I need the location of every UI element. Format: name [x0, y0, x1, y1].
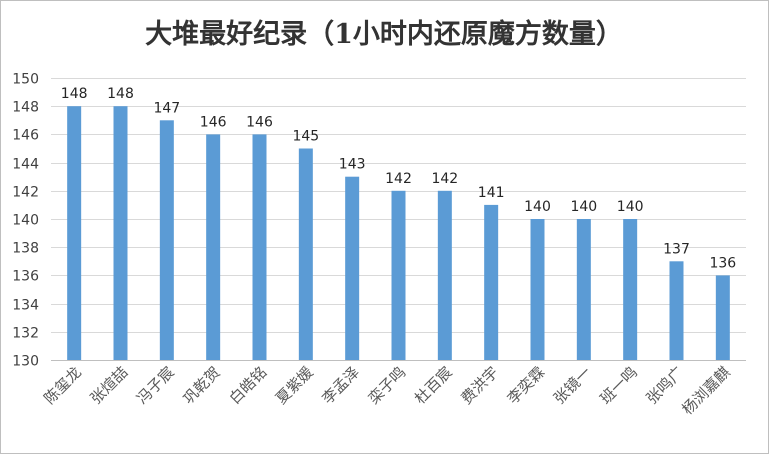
category-label: 李孟泽 [318, 363, 363, 408]
data-label: 145 [292, 129, 319, 145]
data-label: 148 [107, 86, 134, 102]
bar [252, 134, 267, 360]
bar [391, 190, 406, 360]
category-label: 陈玺龙 [40, 363, 85, 408]
data-label: 140 [570, 199, 597, 215]
bar [67, 106, 82, 360]
y-tick-label: 130 [12, 354, 39, 370]
data-label: 148 [61, 86, 88, 102]
category-label: 夏紫媛 [272, 363, 317, 408]
y-tick-label: 140 [12, 213, 39, 229]
y-tick-label: 142 [12, 185, 39, 201]
data-label: 147 [153, 100, 180, 116]
category-label: 杨浏嘉麒 [678, 363, 733, 418]
bar [345, 176, 360, 360]
category-label: 巩乾贺 [179, 363, 224, 408]
data-labels: 148 148 147 146 146 145 143 142 142 141 140 140 140 1… [61, 86, 736, 271]
data-label: 146 [200, 114, 227, 130]
data-label: 142 [385, 171, 412, 187]
category-label: 张鸣广 [643, 363, 688, 408]
bar [113, 106, 128, 360]
y-tick-label: 150 [12, 72, 39, 88]
bar [530, 219, 545, 360]
data-label: 137 [663, 241, 690, 257]
data-label: 143 [339, 157, 366, 173]
y-tick-label: 138 [12, 241, 39, 257]
y-tick-label: 146 [12, 128, 39, 144]
category-label: 张煊喆 [87, 363, 132, 408]
y-tick-label: 148 [12, 100, 39, 116]
category-labels: 陈玺龙 张煊喆 冯子宸 巩乾贺 白皓铭 夏紫媛 李孟泽 栾子鸣 杜百宸 费洪宇 李奕霖 张镜一 班一鸣张… [40, 363, 733, 418]
category-label: 白皓铭 [226, 363, 271, 408]
data-label: 136 [709, 255, 736, 271]
bar [206, 134, 221, 360]
bar [298, 148, 313, 360]
category-label: 杜百宸 [411, 363, 456, 408]
data-label: 140 [617, 199, 644, 215]
bar [159, 120, 174, 360]
chart-title: 大堆最好纪录（1小时内还原魔方数量） [145, 18, 623, 50]
category-label: 李奕霖 [504, 363, 549, 408]
y-tick-label: 132 [12, 326, 39, 342]
data-label: 141 [478, 185, 505, 201]
y-tick-label: 136 [12, 269, 39, 285]
category-label: 栾子鸣 [365, 363, 410, 408]
bars [67, 106, 730, 360]
bar [576, 219, 591, 360]
data-label: 140 [524, 199, 551, 215]
bar [669, 261, 684, 360]
bar [623, 219, 638, 360]
bar [484, 204, 499, 360]
category-label: 班一鸣 [596, 363, 641, 408]
y-tick-label: 134 [12, 298, 39, 314]
bar [715, 275, 730, 360]
data-label: 142 [431, 171, 458, 187]
category-label: 张镜一 [550, 363, 595, 408]
data-label: 146 [246, 114, 273, 130]
bar [437, 190, 452, 360]
y-tick-label: 144 [12, 157, 39, 173]
category-label: 冯子宸 [133, 363, 178, 408]
y-axis-ticks: 130 132 134 136 138 140 142 144 146 148 150 [12, 72, 39, 370]
category-label: 费洪宇 [457, 363, 502, 408]
